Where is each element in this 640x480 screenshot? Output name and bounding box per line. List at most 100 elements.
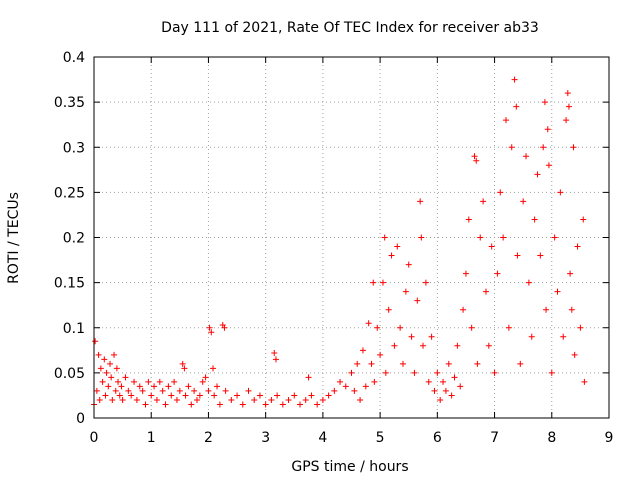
data-point [365, 320, 372, 327]
data-point [405, 261, 412, 268]
data-point [165, 383, 172, 390]
data-point [534, 171, 541, 178]
axis-ticks [93, 56, 610, 419]
chart-title: Day 111 of 2021, Rate Of TEC Index for r… [161, 20, 539, 36]
data-point [139, 387, 146, 394]
data-point [205, 387, 212, 394]
data-point [545, 162, 552, 169]
data-point [568, 306, 575, 313]
data-point [228, 396, 235, 403]
data-point [113, 365, 120, 372]
data-point [471, 153, 478, 160]
data-point [440, 378, 447, 385]
data-point [92, 338, 99, 345]
data-point [222, 387, 229, 394]
data-point [434, 369, 441, 376]
data-point [182, 392, 189, 399]
data-point [188, 401, 195, 408]
data-point [422, 279, 429, 286]
data-point [397, 324, 404, 331]
data-point [544, 126, 551, 133]
data-point [105, 383, 112, 390]
data-point [570, 144, 577, 151]
data-point [580, 216, 587, 223]
y-tick-label: 0.25 [54, 185, 85, 201]
x-tick-label: 7 [490, 430, 499, 446]
data-point [531, 216, 538, 223]
data-point [179, 360, 186, 367]
data-point [485, 342, 492, 349]
x-tick-label: 1 [147, 430, 156, 446]
data-point [474, 360, 481, 367]
data-point [451, 374, 458, 381]
x-tick-label: 9 [605, 430, 614, 446]
data-point [514, 252, 521, 259]
data-point [214, 383, 221, 390]
data-point [371, 378, 378, 385]
y-tick-label: 0 [76, 411, 85, 427]
data-point [437, 396, 444, 403]
data-point [381, 234, 388, 241]
data-point [563, 117, 570, 124]
data-point [133, 396, 140, 403]
data-point [468, 324, 475, 331]
x-tick-label: 5 [376, 430, 385, 446]
data-point [268, 396, 275, 403]
data-point [196, 392, 203, 399]
data-point [97, 365, 104, 372]
data-point [176, 387, 183, 394]
data-point [574, 243, 581, 250]
data-point [525, 279, 532, 286]
data-point [112, 387, 119, 394]
data-point [107, 360, 114, 367]
data-point [125, 387, 132, 394]
data-point [173, 396, 180, 403]
y-axis-label: ROTI / TECUs [6, 192, 22, 284]
data-point [181, 365, 188, 372]
data-point [374, 324, 381, 331]
data-point [554, 288, 561, 295]
data-point [402, 288, 409, 295]
data-point [548, 369, 555, 376]
data-point [251, 396, 258, 403]
data-point [128, 392, 135, 399]
data-point [211, 392, 218, 399]
data-point [171, 378, 178, 385]
data-point [111, 351, 118, 358]
y-tick-label: 0.2 [63, 231, 85, 247]
data-point [425, 378, 432, 385]
data-point [491, 369, 498, 376]
data-point [199, 378, 206, 385]
data-point [408, 333, 415, 340]
x-tick-labels: 0 1 2 3 4 5 6 7 8 9 [90, 430, 614, 446]
data-point [337, 378, 344, 385]
data-point [382, 369, 389, 376]
data-point [388, 252, 395, 259]
data-point [477, 234, 484, 241]
data-point [305, 374, 312, 381]
data-point [505, 324, 512, 331]
data-point [428, 333, 435, 340]
data-point [565, 103, 572, 110]
data-point [256, 392, 263, 399]
x-tick-label: 3 [261, 430, 270, 446]
data-point [109, 396, 116, 403]
data-point [96, 396, 103, 403]
data-point [131, 378, 138, 385]
data-point [359, 347, 366, 354]
data-point [414, 297, 421, 304]
data-point [460, 306, 467, 313]
x-tick-label: 6 [433, 430, 442, 446]
y-tick-label: 0.1 [63, 321, 85, 337]
y-tick-label: 0.35 [54, 95, 85, 111]
data-point [457, 383, 464, 390]
data-point [564, 90, 571, 97]
data-point [115, 378, 122, 385]
y-tick-label: 0.05 [54, 366, 85, 382]
data-point [418, 234, 425, 241]
data-point [342, 383, 349, 390]
data-point [503, 117, 509, 124]
data-point [159, 387, 166, 394]
y-tick-labels: 0 0.05 0.1 0.15 0.2 0.25 0.3 0.35 0.4 [54, 50, 85, 427]
